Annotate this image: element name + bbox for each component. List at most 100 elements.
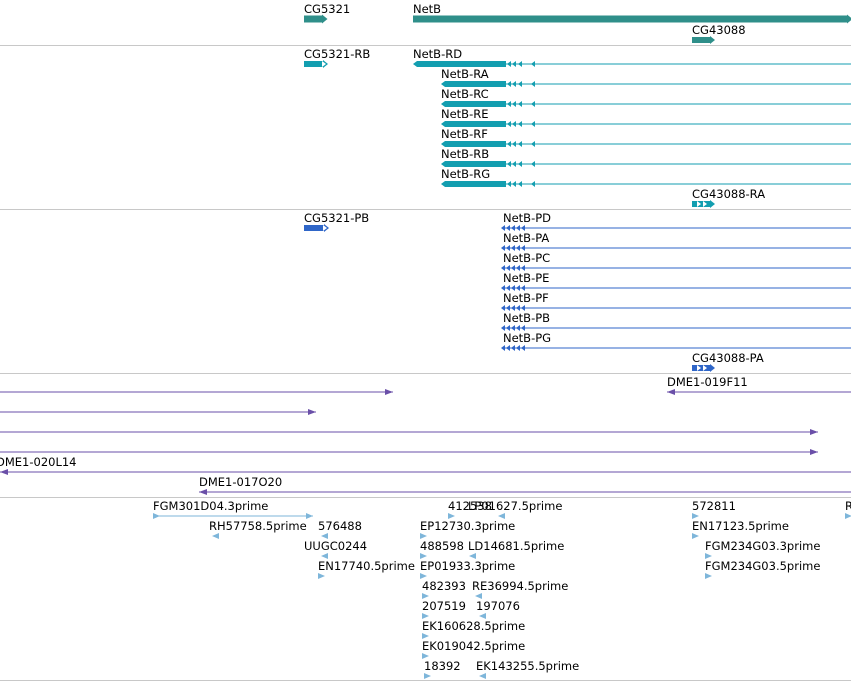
feature-label-fgm301d04-3prime[interactable]: FGM301D04.3prime: [153, 499, 269, 513]
feature-label-netb-re[interactable]: NetB-RE: [441, 107, 489, 121]
feature-netb-ra-glyph[interactable]: [445, 81, 506, 87]
feature-netb-rf-glyph-exon: [512, 141, 516, 147]
feature-label-dme1-017o20[interactable]: DME1-017O20: [199, 475, 283, 489]
feature-label-en17740-5prime[interactable]: EN17740.5prime: [318, 559, 415, 573]
feature-label-re36994-5prime[interactable]: RE36994.5prime: [472, 579, 569, 593]
feature-ld14681-5prime-glyph[interactable]: [469, 553, 476, 559]
feature-label-412538[interactable]: 412538: [448, 499, 492, 513]
feature-label-fgm234g03-3prime[interactable]: FGM234G03.3prime: [705, 539, 821, 553]
feature-label-lp01627-5prime[interactable]: LP01627.5prime: [468, 499, 563, 513]
feature-lp01627-5prime-glyph[interactable]: [498, 513, 505, 519]
feature-netb-rd-glyph-exon: [531, 61, 535, 67]
feature-label-uugc0244[interactable]: UUGC0244: [304, 539, 368, 553]
feature-ep01933-3prime-glyph[interactable]: [420, 573, 427, 579]
feature-netb-pg-glyph-exon: [506, 345, 510, 351]
feature-label-ep01933-3prime[interactable]: EP01933.3prime: [420, 559, 516, 573]
feature-r-glyph[interactable]: [845, 513, 851, 519]
feature-label-netb-pc[interactable]: NetB-PC: [503, 251, 551, 265]
feature-label-netb-pb[interactable]: NetB-PB: [503, 311, 551, 325]
feature-en17123-5prime-glyph[interactable]: [692, 533, 699, 539]
feature-cg5321-glyph[interactable]: [304, 15, 322, 23]
feature-label-r[interactable]: R: [845, 499, 851, 513]
feature-label-netb-rd[interactable]: NetB-RD: [413, 47, 463, 61]
feature-label-ek019042-5prime[interactable]: EK019042.5prime: [422, 639, 526, 653]
feature-ek160628-5prime-glyph[interactable]: [422, 633, 429, 639]
feature-uugc0244-glyph[interactable]: [321, 553, 328, 559]
feature-label-netb-pe[interactable]: NetB-PE: [503, 271, 550, 285]
feature-label-18392[interactable]: 18392: [424, 659, 461, 673]
feature-netb-rf-glyph-exon: [531, 141, 535, 147]
feature-label-fgm234g03-5prime[interactable]: FGM234G03.5prime: [705, 559, 821, 573]
feature-netb-pb-glyph-exon: [506, 325, 510, 331]
feature-label-netb-pg[interactable]: NetB-PG: [503, 331, 552, 345]
feature-cg43088-glyph[interactable]: [692, 37, 710, 43]
feature-label-netb[interactable]: NetB: [413, 2, 442, 16]
feature-label-cg43088-pa[interactable]: CG43088-PA: [692, 351, 764, 365]
feature-label-netb-rc[interactable]: NetB-RC: [441, 87, 489, 101]
feature-label-dme1-020l14[interactable]: DME1-020L14: [0, 455, 77, 469]
feature-label-cg43088-ra[interactable]: CG43088-RA: [692, 187, 766, 201]
feature-cg43088-glyph-arrow: [710, 36, 715, 44]
feature-netb-rf-glyph[interactable]: [445, 141, 506, 147]
feature-fgm234g03-5prime-glyph[interactable]: [705, 573, 712, 579]
feature-label-ek143255-5prime[interactable]: EK143255.5prime: [476, 659, 580, 673]
feature-label-ek160628-5prime[interactable]: EK160628.5prime: [422, 619, 526, 633]
feature-netb-pc-glyph-exon: [521, 265, 525, 271]
feature-576488-glyph[interactable]: [321, 533, 328, 539]
feature-netb-rg-glyph[interactable]: [445, 181, 506, 187]
feature-netb-glyph[interactable]: [413, 15, 847, 23]
track-divider: [0, 209, 851, 210]
feature-412538-glyph[interactable]: [448, 513, 455, 519]
feature-label-netb-pd[interactable]: NetB-PD: [503, 211, 552, 225]
feature-label-netb-rf[interactable]: NetB-RF: [441, 127, 488, 141]
feature-197076-glyph[interactable]: [479, 613, 486, 619]
feature-fgm301d04-3prime-glyph[interactable]: [153, 513, 160, 519]
feature-label-rh57758-5prime[interactable]: RH57758.5prime: [209, 519, 307, 533]
feature-netb-rb-glyph[interactable]: [445, 161, 506, 167]
feature-207519-glyph[interactable]: [422, 613, 429, 619]
feature-netb-re-glyph[interactable]: [445, 121, 506, 127]
feature-label-576488[interactable]: 576488: [318, 519, 362, 533]
feature-netb-rc-glyph[interactable]: [445, 101, 506, 107]
feature-rh57758-5prime-glyph[interactable]: [212, 533, 219, 539]
feature-ep12730-3prime-glyph[interactable]: [420, 533, 427, 539]
feature-label-572811[interactable]: 572811: [692, 499, 736, 513]
feature-label-cg5321-pb[interactable]: CG5321-PB: [304, 211, 370, 225]
feature-18392-glyph[interactable]: [424, 673, 431, 679]
feature-label-ep12730-3prime[interactable]: EP12730.3prime: [420, 519, 516, 533]
feature-en17740-5prime-glyph[interactable]: [318, 573, 325, 579]
feature-re36994-5prime-glyph[interactable]: [475, 593, 482, 599]
feature-label-netb-rg[interactable]: NetB-RG: [441, 167, 491, 181]
feature-label-netb-rb[interactable]: NetB-RB: [441, 147, 490, 161]
feature-label-197076[interactable]: 197076: [476, 599, 520, 613]
feature-ek019042-5prime-glyph[interactable]: [422, 653, 429, 659]
feature-netb-rg-glyph-exon: [531, 181, 535, 187]
feature-cg5321-pb-glyph[interactable]: [304, 225, 324, 231]
feature-label-netb-pf[interactable]: NetB-PF: [503, 291, 549, 305]
feature-label-dme1-019f11[interactable]: DME1-019F11: [667, 375, 748, 389]
feature-488598-glyph[interactable]: [420, 553, 427, 559]
feature-netb-rd-glyph-exon: [507, 61, 511, 67]
feature-label-netb-pa[interactable]: NetB-PA: [503, 231, 550, 245]
feature-label-en17123-5prime[interactable]: EN17123.5prime: [692, 519, 789, 533]
feature-482393-glyph[interactable]: [422, 593, 429, 599]
feature-572811-glyph[interactable]: [692, 513, 699, 519]
feature-netb-pa-glyph-exon: [501, 245, 505, 251]
feature-label-netb-ra[interactable]: NetB-RA: [441, 67, 489, 81]
feature-label-488598[interactable]: 488598: [420, 539, 464, 553]
feature-ek143255-5prime-glyph[interactable]: [479, 673, 486, 679]
feature-netb-pc-glyph-exon: [516, 265, 520, 271]
feature-netb-pf-glyph-exon: [511, 305, 515, 311]
feature-label-cg43088[interactable]: CG43088: [692, 23, 746, 37]
feature-netb-re-glyph-exon: [507, 121, 511, 127]
feature-cg5321-rb-glyph[interactable]: [304, 61, 323, 67]
feature-label-207519[interactable]: 207519: [422, 599, 466, 613]
feature-netb-rd-glyph[interactable]: [417, 61, 506, 67]
feature-label-482393[interactable]: 482393: [422, 579, 466, 593]
feature-fgm234g03-3prime-glyph[interactable]: [705, 553, 712, 559]
feature-cg43088-pa-glyph-tick: [697, 365, 701, 371]
feature-label-ld14681-5prime[interactable]: LD14681.5prime: [468, 539, 565, 553]
feature-label-cg5321[interactable]: CG5321: [304, 2, 351, 16]
feature-label-cg5321-rb[interactable]: CG5321-RB: [304, 47, 371, 61]
feature-netb-pa-glyph-exon: [521, 245, 525, 251]
